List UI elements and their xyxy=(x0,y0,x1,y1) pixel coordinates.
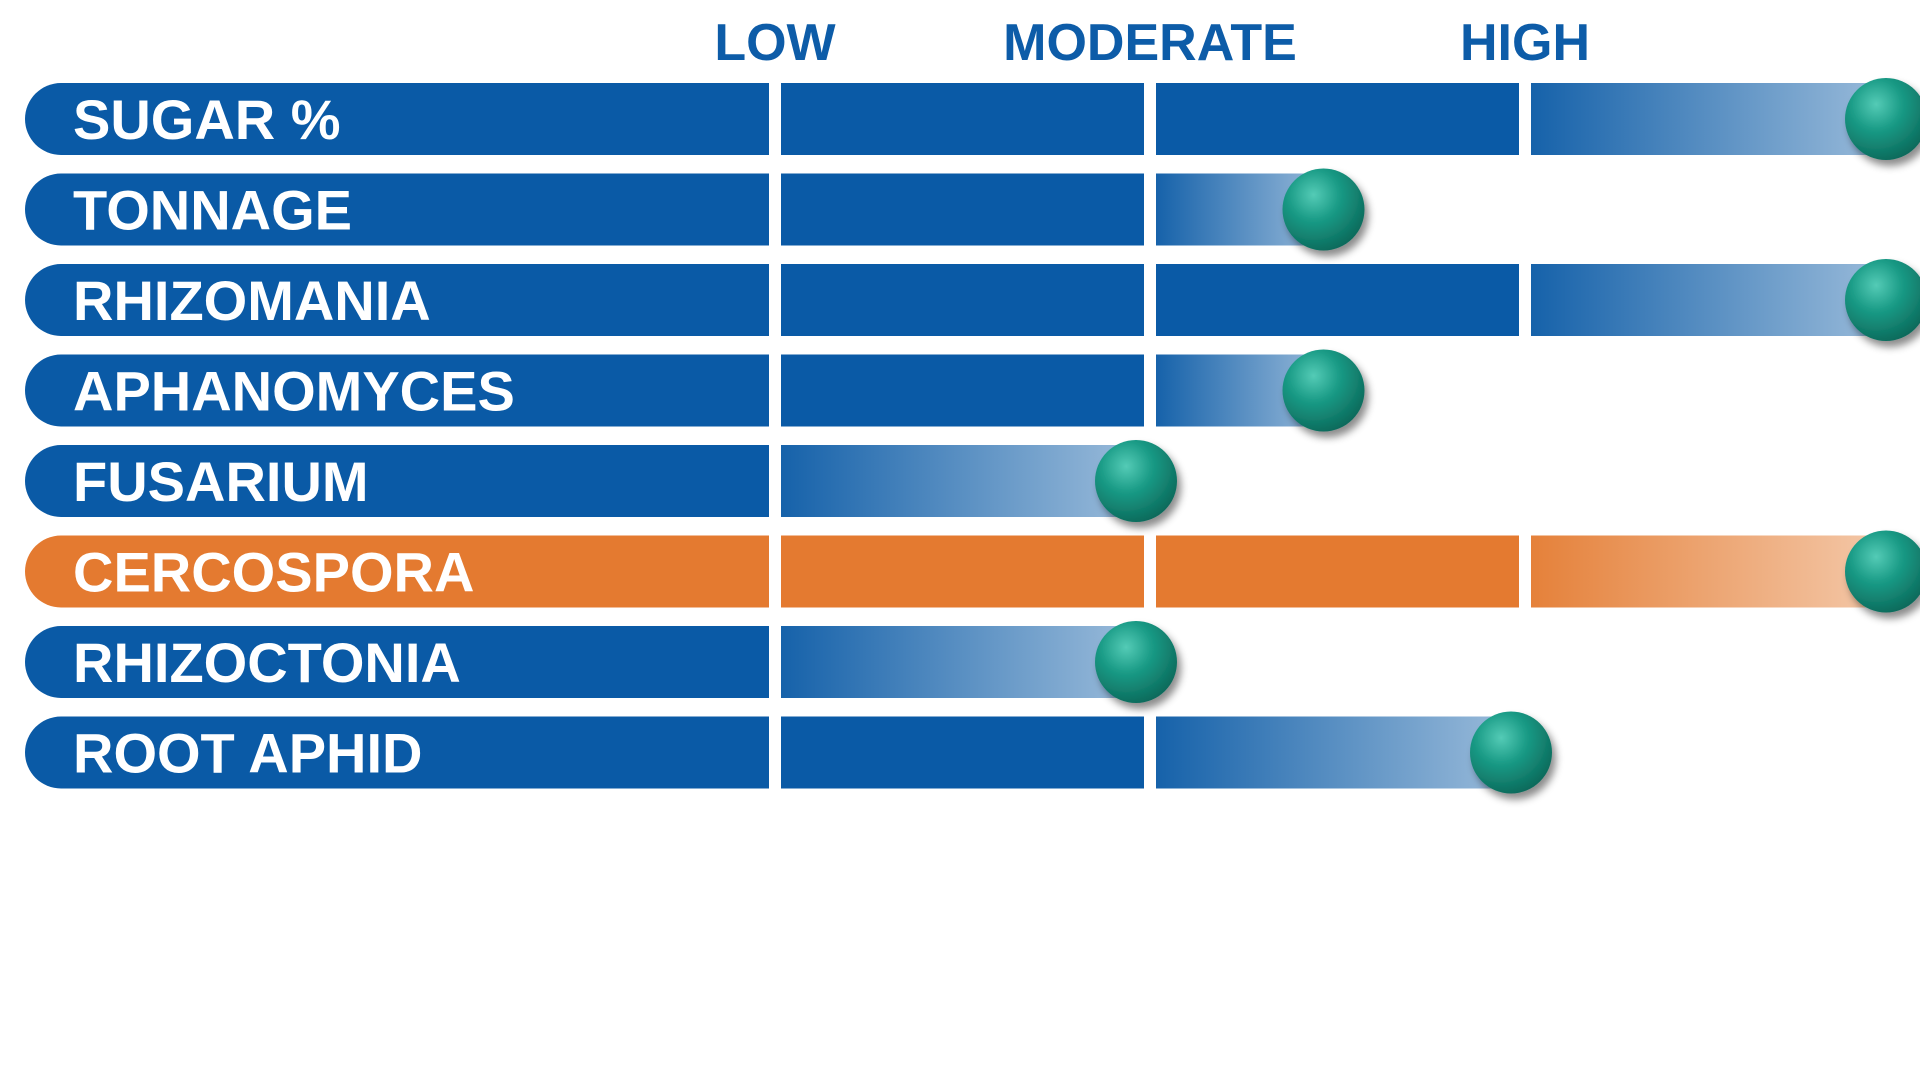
row-label-text: RHIZOMANIA xyxy=(73,269,431,332)
trait-rows: SUGAR % TONNAGE RHIZOMANIA APHANOMYCES FUSAR… xyxy=(25,78,1920,794)
rating-bar-segment xyxy=(1156,83,1519,155)
row-label-text: FUSARIUM xyxy=(73,450,369,513)
row-label-text: RHIZOCTONIA xyxy=(73,631,461,694)
row-fusarium: FUSARIUM xyxy=(25,440,1177,522)
rating-bar-segment xyxy=(781,83,1144,155)
row-label-text: APHANOMYCES xyxy=(73,360,515,423)
row-label-text: TONNAGE xyxy=(73,179,352,242)
row-label-band xyxy=(25,173,769,246)
rating-marker xyxy=(1845,530,1920,613)
rating-marker xyxy=(1095,621,1177,703)
row-sugar: SUGAR % xyxy=(25,78,1920,160)
row-label-band xyxy=(25,445,769,517)
rating-bar-segment xyxy=(781,173,1144,246)
row-aphanomyces: APHANOMYCES xyxy=(25,349,1365,432)
row-label-text: CERCOSPORA xyxy=(73,541,474,604)
row-label-band xyxy=(25,83,769,155)
level-label-high: HIGH xyxy=(1460,14,1590,72)
row-label-band xyxy=(25,535,769,608)
rating-bar-segment xyxy=(1156,264,1519,336)
row-label-band xyxy=(25,354,769,427)
rating-bar-segment xyxy=(781,354,1144,427)
rating-marker xyxy=(1845,78,1920,160)
rating-bar-segment xyxy=(1156,716,1519,789)
rating-bar-segment xyxy=(781,626,1144,698)
row-rhizomania: RHIZOMANIA xyxy=(25,259,1920,341)
level-label-low: LOW xyxy=(714,14,836,72)
row-tonnage: TONNAGE xyxy=(25,168,1365,251)
row-cercospora: CERCOSPORA xyxy=(25,530,1920,613)
row-label-text: ROOT APHID xyxy=(73,722,422,785)
row-label-band xyxy=(25,626,769,698)
rating-bar-segment xyxy=(781,716,1144,789)
rating-bar-segment xyxy=(1156,535,1519,608)
rating-marker xyxy=(1470,711,1552,794)
row-label-text: SUGAR % xyxy=(73,88,341,151)
rating-bar-segment xyxy=(781,535,1144,608)
rating-bar-segment xyxy=(1531,83,1894,155)
row-label-band xyxy=(25,716,769,789)
row-label-band xyxy=(25,264,770,336)
row-rhizoctonia: RHIZOCTONIA xyxy=(25,621,1177,703)
rating-marker xyxy=(1282,349,1365,432)
rating-marker xyxy=(1095,440,1177,522)
rating-bar-segment xyxy=(1531,535,1894,608)
rating-bar-segment xyxy=(1531,264,1894,336)
level-labels: LOW MODERATE HIGH xyxy=(714,14,1590,72)
rating-bar-segment xyxy=(781,445,1144,517)
level-label-moderate: MODERATE xyxy=(1003,14,1297,72)
rating-bar-segment xyxy=(781,264,1144,336)
rating-marker xyxy=(1282,168,1365,251)
rating-marker xyxy=(1845,259,1920,341)
row-root-aphid: ROOT APHID xyxy=(25,711,1552,794)
